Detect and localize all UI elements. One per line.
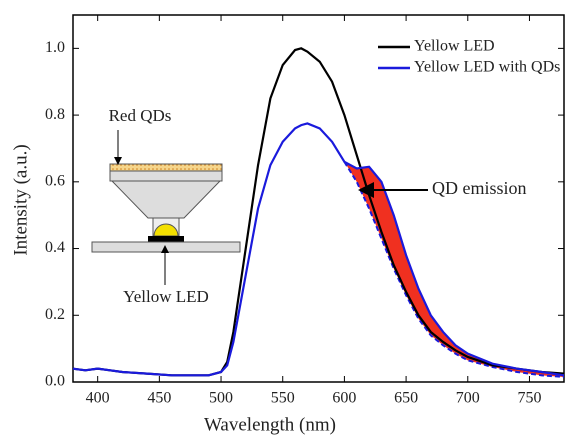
inset-label: Red QDs — [109, 106, 172, 125]
base-board — [91, 241, 241, 253]
inset-diagram: Red QDs Yellow LED — [91, 106, 241, 306]
x-tick-label: 600 — [332, 390, 356, 407]
qd-baseline — [343, 161, 565, 378]
x-tick-label: 450 — [147, 390, 171, 407]
y-axis-label: Intensity (a.u.) — [10, 144, 31, 255]
legend-label: Yellow LED — [414, 38, 495, 55]
x-tick-label: 400 — [86, 390, 110, 407]
inset-label: Yellow LED — [123, 287, 209, 306]
x-tick-label: 500 — [209, 390, 233, 407]
annotation: QD emission — [432, 178, 527, 198]
x-tick-label: 650 — [394, 390, 418, 407]
cup-rim — [109, 170, 223, 182]
line — [72, 122, 565, 377]
x-tick-label: 700 — [456, 390, 480, 407]
plot-frame — [72, 14, 565, 383]
y-tick-label: 0.8 — [45, 106, 65, 123]
led-dome — [153, 223, 179, 237]
y-tick-label: 0.6 — [45, 172, 65, 189]
y-tick-label: 1.0 — [45, 39, 65, 56]
led-chip — [148, 236, 184, 242]
y-tick-label: 0.2 — [45, 306, 65, 323]
x-tick-label: 550 — [271, 390, 295, 407]
y-tick-label: 0.4 — [45, 239, 65, 256]
x-tick-label: 750 — [517, 390, 541, 407]
legend-label: Yellow LED with QDs — [414, 59, 560, 76]
y-tick-label: 0.0 — [45, 373, 65, 390]
reflector-cup — [110, 180, 222, 219]
x-axis-label: Wavelength (nm) — [204, 414, 336, 435]
